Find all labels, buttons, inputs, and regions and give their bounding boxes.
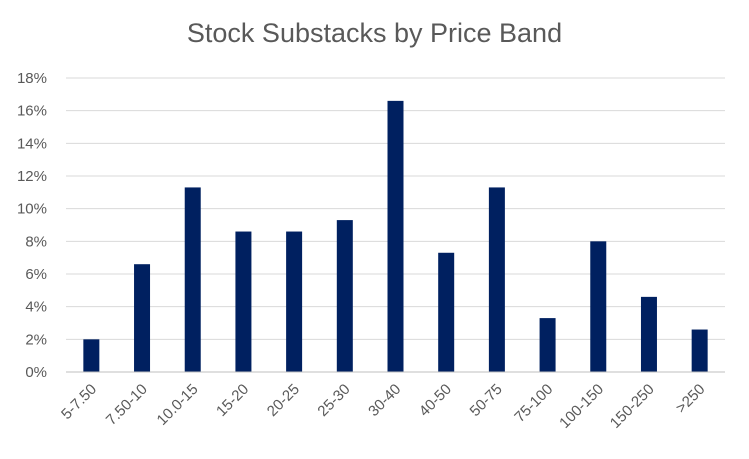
y-tick-label: 10% bbox=[17, 201, 47, 218]
x-tick-label: 25-30 bbox=[314, 381, 353, 420]
y-tick-label: 18% bbox=[17, 70, 47, 87]
y-tick-label: 4% bbox=[25, 299, 47, 316]
x-tick-label: 7.50-10 bbox=[103, 381, 151, 429]
bar bbox=[286, 231, 303, 372]
bar bbox=[235, 231, 252, 372]
bar bbox=[691, 329, 708, 372]
y-tick-label: 0% bbox=[25, 364, 47, 381]
bar bbox=[83, 339, 100, 372]
bar bbox=[590, 241, 607, 372]
x-tick-label: 10.0-15 bbox=[154, 381, 202, 429]
y-tick-label: 14% bbox=[17, 135, 47, 152]
y-tick-label: 16% bbox=[17, 103, 47, 120]
bar bbox=[387, 100, 404, 372]
x-tick-label: 5-7.50 bbox=[58, 381, 100, 423]
bar bbox=[438, 252, 455, 372]
y-tick-label: 8% bbox=[25, 233, 47, 250]
chart-title: Stock Substacks by Price Band bbox=[186, 18, 563, 48]
x-tick-label: 150-250 bbox=[607, 381, 658, 432]
x-tick-label: 50-75 bbox=[467, 381, 506, 420]
y-tick-label: 12% bbox=[17, 168, 47, 185]
y-tick-label: 6% bbox=[25, 266, 47, 283]
bar bbox=[539, 318, 556, 372]
x-tick-label: 40-50 bbox=[416, 381, 455, 420]
x-tick-label: 30-40 bbox=[365, 381, 404, 420]
y-axis-ticks: 0% 2% 4% 6% 8% 10% 12% 14% 16% 18% bbox=[17, 70, 47, 381]
x-tick-label: 75-100 bbox=[511, 381, 556, 426]
x-tick-label: 20-25 bbox=[264, 381, 303, 420]
x-axis-ticks: 5-7.50 7.50-10 10.0-15 15-20 20-25 25-30 30-40… bbox=[58, 381, 708, 432]
bar bbox=[184, 187, 201, 372]
bar bbox=[336, 220, 353, 372]
y-tick-label: 2% bbox=[25, 331, 47, 348]
bars bbox=[83, 100, 708, 372]
x-tick-label: 15-20 bbox=[213, 381, 252, 420]
x-tick-label: 100-150 bbox=[556, 381, 607, 432]
bar bbox=[134, 264, 151, 372]
bar bbox=[488, 187, 505, 372]
x-tick-label: >250 bbox=[673, 381, 709, 417]
bar bbox=[640, 296, 657, 372]
